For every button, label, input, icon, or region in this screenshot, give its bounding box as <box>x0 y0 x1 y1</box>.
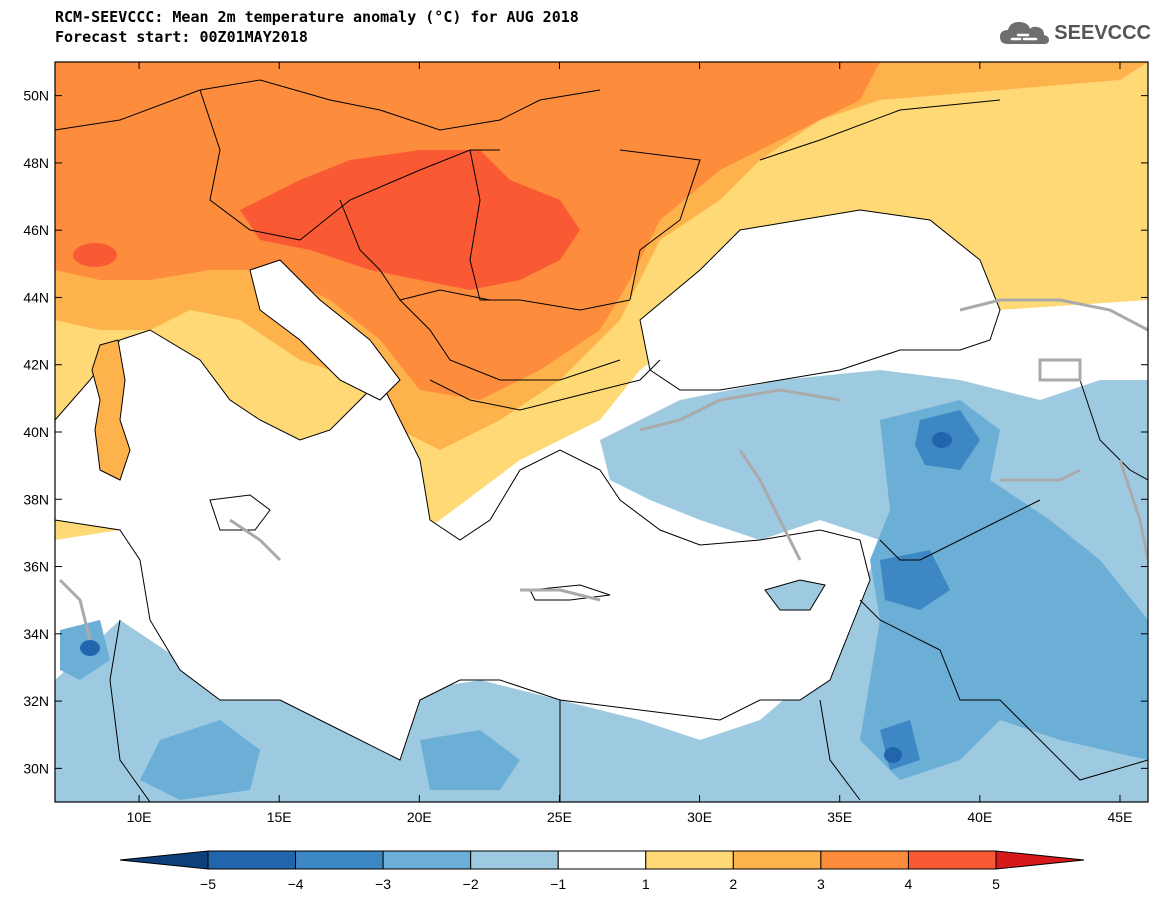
colorbar: −5 −4 −3 −2 −1 1 2 3 4 5 <box>119 850 1085 892</box>
lat-label: 30N <box>23 760 49 776</box>
colorbar-box <box>732 850 822 870</box>
cloud-icon <box>1000 22 1050 44</box>
anomaly-spot-cold-3 <box>80 640 100 656</box>
lon-label: 10E <box>127 809 152 825</box>
colorbar-box <box>907 850 997 870</box>
anomaly-spot-cold-2 <box>884 747 902 763</box>
island-corsica-sardinia <box>91 339 131 481</box>
latitude-axis: 50N 48N 46N 44N 42N 40N 38N 36N 34N 32N 30N <box>23 88 1148 776</box>
anomaly-zone-neg-3-4 <box>880 410 980 770</box>
lat-label: 38N <box>23 491 49 507</box>
logo-text: SEEVCCC <box>1054 21 1151 44</box>
anomaly-spot-cold-1 <box>932 432 952 448</box>
island-cyprus <box>764 579 826 611</box>
anomaly-zone-4-5 <box>240 150 580 290</box>
lat-label: 32N <box>23 693 49 709</box>
colorbar-label: 2 <box>729 876 737 892</box>
map-title: RCM-SEEVCCC: Mean 2m temperature anomaly… <box>55 8 579 26</box>
lon-label: 30E <box>687 809 712 825</box>
lon-label: 35E <box>827 809 852 825</box>
colorbar-box <box>820 850 909 870</box>
colorbar-label: −5 <box>200 876 216 892</box>
colorbar-label: −3 <box>375 876 391 892</box>
lat-label: 36N <box>23 559 49 575</box>
anomaly-zone-neg-2-3 <box>860 400 1148 780</box>
anomaly-zone-neg-2-3-africa <box>60 620 520 800</box>
lon-label: 25E <box>547 809 572 825</box>
colorbar-box <box>645 850 734 870</box>
country-borders <box>55 79 1148 802</box>
lat-label: 44N <box>23 289 49 305</box>
colorbar-box <box>382 850 472 870</box>
longitude-axis: 10E 15E 20E 25E 30E 35E 40E 45E <box>127 62 1133 825</box>
mediterranean-sea <box>55 329 871 761</box>
seevccc-logo: SEEVCCC <box>998 18 1151 48</box>
lon-label: 20E <box>407 809 432 825</box>
colorbar-label: 4 <box>905 876 913 892</box>
adriatic-sea <box>249 259 401 401</box>
colorbar-label: 5 <box>992 876 1000 892</box>
island-sicily <box>209 494 271 531</box>
colorbar-box <box>207 850 297 870</box>
colorbar-box <box>470 850 559 870</box>
lat-label: 50N <box>23 88 49 104</box>
lat-label: 42N <box>23 357 49 373</box>
zero-contours <box>58 298 1148 641</box>
lat-label: 48N <box>23 155 49 171</box>
colorbar-box <box>295 850 384 870</box>
lat-label: 46N <box>23 222 49 238</box>
anomaly-spot-hot <box>73 243 117 267</box>
colorbar-label: −1 <box>550 876 566 892</box>
colorbar-arrow-left <box>119 850 209 870</box>
colorbar-label: 3 <box>817 876 825 892</box>
map-field <box>55 62 1148 802</box>
colorbar-label: −2 <box>463 876 479 892</box>
lon-label: 45E <box>1108 809 1133 825</box>
colorbar-label: −4 <box>288 876 304 892</box>
lat-label: 34N <box>23 626 49 642</box>
colorbar-arrow-right <box>995 850 1085 870</box>
map-subtitle: Forecast start: 00Z01MAY2018 <box>55 28 308 46</box>
lat-label: 40N <box>23 424 49 440</box>
lon-label: 15E <box>267 809 292 825</box>
colorbar-label: 1 <box>642 876 650 892</box>
colorbar-box <box>557 850 647 870</box>
lon-label: 40E <box>967 809 992 825</box>
black-sea <box>639 209 1001 391</box>
